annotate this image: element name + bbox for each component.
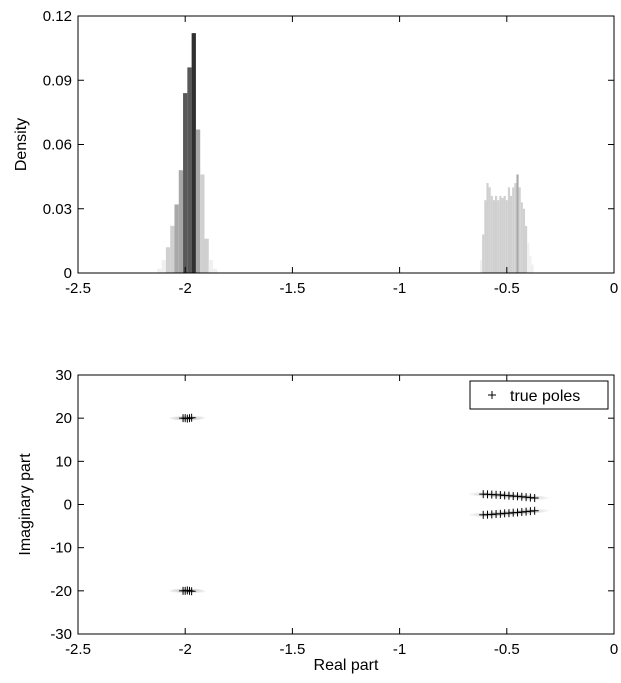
histogram-bar <box>518 187 521 273</box>
y-tick-label: 0.12 <box>43 8 72 25</box>
pole-marker <box>187 587 196 596</box>
histogram-bar <box>501 198 504 273</box>
histogram-bar <box>484 200 487 273</box>
x-tick-label: -0.5 <box>494 641 520 658</box>
x-tick-label: -2 <box>179 280 192 297</box>
y-tick-label: 0.06 <box>43 137 72 154</box>
y-tick-label: 10 <box>55 453 72 470</box>
histogram-bar <box>191 33 196 274</box>
histogram-bar <box>512 187 515 273</box>
histogram-bar <box>497 200 500 273</box>
y-axis-label: Imaginary part <box>17 453 34 556</box>
y-tick-label: 0.09 <box>43 72 72 89</box>
histogram-bar <box>187 67 192 274</box>
x-axis-label: Real part <box>314 657 379 674</box>
histogram-bar <box>507 187 511 273</box>
pole-marker <box>187 413 196 422</box>
histogram-bar <box>529 255 532 273</box>
y-tick-label: -20 <box>50 583 72 600</box>
x-tick-label: -2.5 <box>65 280 91 297</box>
histogram-bar <box>522 208 526 273</box>
histogram-bar <box>514 183 517 273</box>
x-tick-label: -1.5 <box>279 280 305 297</box>
histogram-bar <box>486 183 489 273</box>
plot-frame <box>77 374 615 635</box>
histogram-bar <box>516 174 519 273</box>
histogram-bar <box>174 204 179 273</box>
histogram-bar <box>157 268 162 273</box>
x-tick-label: -1 <box>393 280 406 297</box>
pole-marker <box>179 414 188 423</box>
histogram-bar <box>165 247 171 273</box>
histogram-bar <box>183 93 188 273</box>
histogram-bar <box>525 225 528 273</box>
histogram-bars <box>157 33 534 274</box>
histogram-bar <box>499 195 502 273</box>
y-axis-label: Density <box>13 118 30 171</box>
histogram-bar <box>178 170 184 273</box>
x-tick-label: 0 <box>610 280 618 297</box>
y-tick-label: -10 <box>50 540 72 557</box>
x-tick-label: -0.5 <box>494 280 520 297</box>
histogram-bar <box>480 260 483 273</box>
pole-marker <box>530 494 539 503</box>
histogram-bar <box>170 225 175 273</box>
true-poles-series <box>179 413 539 596</box>
y-tick-label: -30 <box>50 626 72 643</box>
histogram-bar <box>527 243 530 273</box>
pole-marker <box>530 506 539 515</box>
histogram-bar <box>503 195 506 273</box>
histogram-bar <box>161 260 166 273</box>
x-axis-ticks: -2.5 -2 -1.5 -1 -0.5 0 <box>65 16 618 297</box>
histogram-bar <box>510 195 513 273</box>
x-axis-ticks: -2.5 -2 -1.5 -1 -0.5 0 <box>65 375 618 658</box>
x-tick-label: -2 <box>179 641 192 658</box>
histogram-bar <box>492 200 496 273</box>
histogram-bar <box>195 129 201 273</box>
y-axis-ticks: -30 -20 -10 0 10 20 30 <box>50 367 614 643</box>
y-tick-label: 0 <box>64 497 72 514</box>
plus-marker-icon <box>488 391 496 399</box>
histogram-bar <box>490 195 493 273</box>
histogram-bar <box>482 234 485 273</box>
histogram-bar <box>208 260 214 273</box>
y-tick-label: 30 <box>55 367 72 384</box>
histogram-bar <box>200 174 205 273</box>
pole-density-smear <box>169 415 549 594</box>
y-tick-label: 20 <box>55 410 72 427</box>
pole-scatter-panel: -2.5 -2 -1.5 -1 -0.5 0 -30 -20 -10 0 10 20 30 Real … <box>17 367 618 674</box>
density-histogram-panel: -2.5 -2 -1.5 -1 -0.5 0 0 0.03 0.06 0.09 0.12 Dens… <box>13 8 618 297</box>
plot-frame <box>77 15 615 274</box>
x-tick-label: -1 <box>393 641 406 658</box>
histogram-bar <box>204 238 209 273</box>
histogram-bar <box>505 200 508 273</box>
x-tick-label: -1.5 <box>279 641 305 658</box>
y-tick-label: 0 <box>64 265 72 282</box>
x-tick-label: -2.5 <box>65 641 91 658</box>
legend-entry-true-poles: true poles <box>510 388 580 405</box>
legend: true poles <box>469 380 609 410</box>
pole-marker <box>179 586 188 595</box>
histogram-bar <box>213 268 218 273</box>
x-tick-label: 0 <box>610 641 618 658</box>
histogram-bar <box>520 202 523 273</box>
histogram-bar <box>495 195 498 273</box>
y-axis-ticks: 0 0.03 0.06 0.09 0.12 <box>43 8 614 282</box>
y-tick-label: 0.03 <box>43 201 72 218</box>
histogram-bar <box>488 187 491 273</box>
histogram-bar <box>531 264 534 273</box>
